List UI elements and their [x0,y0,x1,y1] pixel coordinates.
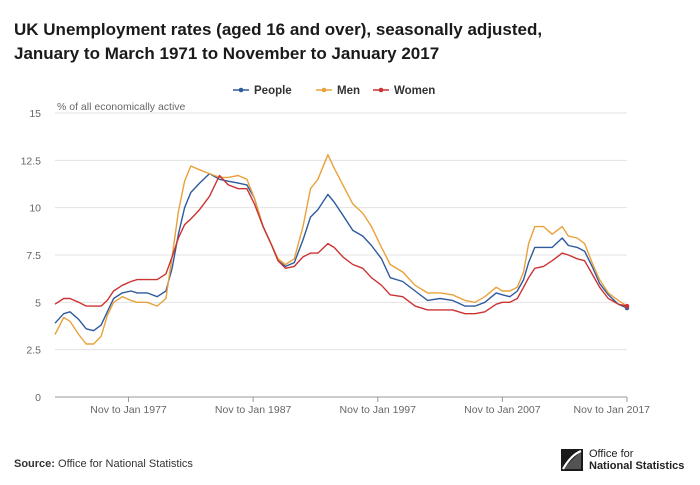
y-axis-label: % of all economically active [57,101,186,113]
unemployment-line-chart: 15 12.5 10 7.5 5 2.5 0 % of all economically ac… [21,85,651,416]
y-tick-label: 15 [29,108,41,120]
x-tick-label: Nov to Jan 2007 [464,404,541,416]
legend-label-women: Women [394,85,435,97]
legend-marker-men [321,87,327,93]
title-line-2: January to March 1971 to November to Jan… [14,44,440,63]
chart-title: UK Unemployment rates (aged 16 and over)… [14,18,684,66]
ons-logo: Office for National Statistics [561,446,684,474]
legend-marker-women [378,87,384,93]
source-note: Source: Office for National Statistics [14,458,193,470]
x-tick-label: Nov to Jan 1997 [340,404,417,416]
legend-marker-people [238,87,244,93]
series-line-people [54,172,628,332]
y-tick-label: 5 [35,297,41,309]
y-tick-label: 10 [29,203,41,215]
source-text: Office for National Statistics [58,458,193,470]
legend-label-people: People [254,85,292,97]
y-tick-label: 0 [35,392,41,404]
x-tick-label: Nov to Jan 1987 [215,404,292,416]
ons-logo-line-2: National Statistics [589,460,685,472]
series-line-women [54,174,628,315]
y-tick-label: 12.5 [21,155,42,167]
series-line-men [54,154,628,345]
x-tick-label: Nov to Jan 2017 [574,404,651,416]
ons-logo-icon [561,449,583,471]
y-tick-label: 2.5 [26,345,41,357]
ons-logo-line-1: Office for [589,448,634,460]
chart-area: 15 12.5 10 7.5 5 2.5 0 % of all economically ac… [0,75,700,425]
legend-label-men: Men [337,85,360,97]
x-tick-label: Nov to Jan 1977 [90,404,167,416]
series-end-point-women [624,303,630,309]
title-line-1: UK Unemployment rates (aged 16 and over)… [14,20,543,39]
y-tick-label: 7.5 [26,250,41,262]
source-label: Source: [14,458,55,470]
